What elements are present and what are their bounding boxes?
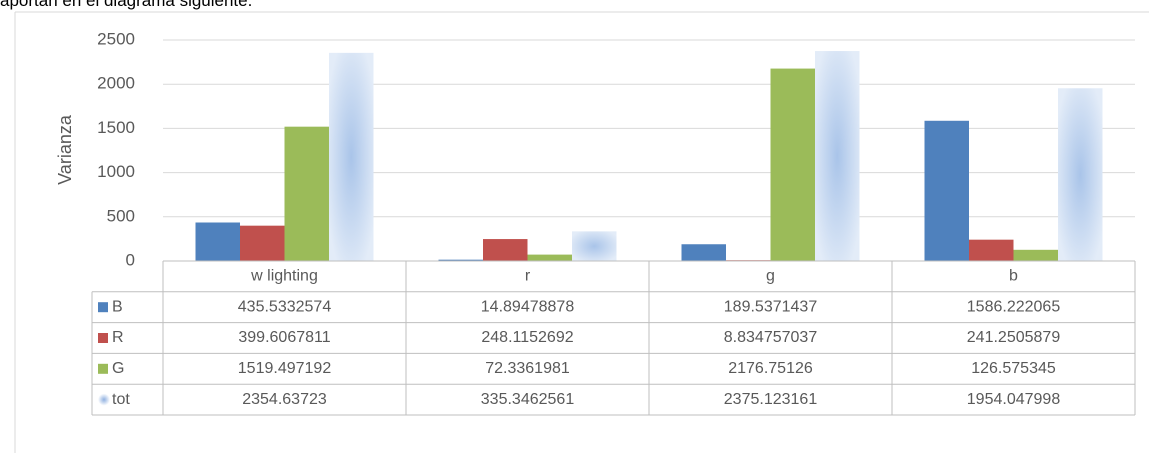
bar — [969, 239, 1014, 261]
table-value: 1954.047998 — [967, 391, 1061, 408]
y-tick-label: 2000 — [97, 74, 135, 93]
y-axis-label: Varianza — [55, 114, 75, 185]
x-tick-label: b — [1009, 268, 1018, 285]
table-value: 248.1152692 — [481, 329, 573, 346]
y-tick-label: 0 — [126, 250, 135, 269]
x-tick-label: r — [525, 268, 531, 285]
legend-label: R — [112, 329, 124, 346]
bar — [572, 231, 617, 261]
legend-label: B — [112, 298, 123, 315]
legend-label: G — [112, 360, 124, 377]
table-value: 2354.63723 — [242, 391, 327, 408]
table-value: 1519.497192 — [238, 360, 332, 377]
table-value: 399.6067811 — [238, 329, 330, 346]
table-value: 126.575345 — [971, 360, 1056, 377]
bar — [1013, 249, 1058, 261]
table-value: 1586.222065 — [967, 298, 1061, 315]
caption: aportan en el diagrama siguiente. — [0, 0, 252, 10]
bar — [483, 239, 528, 261]
bar — [284, 126, 329, 261]
bar — [815, 51, 860, 262]
table-value: 8.834757037 — [724, 329, 818, 346]
table-value: 2176.75126 — [728, 360, 813, 377]
bar — [924, 120, 969, 261]
table-value: 189.5371437 — [724, 298, 818, 315]
y-tick-label: 1000 — [97, 162, 135, 181]
bar — [770, 68, 815, 261]
x-tick-label: w lighting — [250, 268, 318, 285]
table-value: 14.89478878 — [481, 298, 575, 315]
y-tick-label: 2500 — [97, 29, 135, 48]
bar — [438, 259, 483, 261]
table-value: 335.3462561 — [481, 391, 575, 408]
table-value: 435.5332574 — [238, 298, 332, 315]
legend-key — [98, 393, 110, 406]
bar — [240, 225, 285, 261]
table-value: 2375.123161 — [724, 391, 818, 408]
x-tick-label: g — [766, 268, 775, 285]
y-tick-label: 500 — [107, 206, 135, 225]
bar — [681, 244, 726, 261]
y-tick-label: 1500 — [97, 118, 135, 137]
table-value: 72.3361981 — [485, 360, 570, 377]
legend-key — [98, 302, 108, 313]
bar — [1058, 88, 1103, 262]
bar — [195, 222, 240, 261]
table-value: 241.2505879 — [967, 329, 1061, 346]
bar — [527, 254, 572, 261]
legend-key — [98, 333, 108, 343]
bar — [329, 52, 374, 261]
legend-label: tot — [112, 391, 130, 408]
legend-key — [98, 363, 108, 374]
